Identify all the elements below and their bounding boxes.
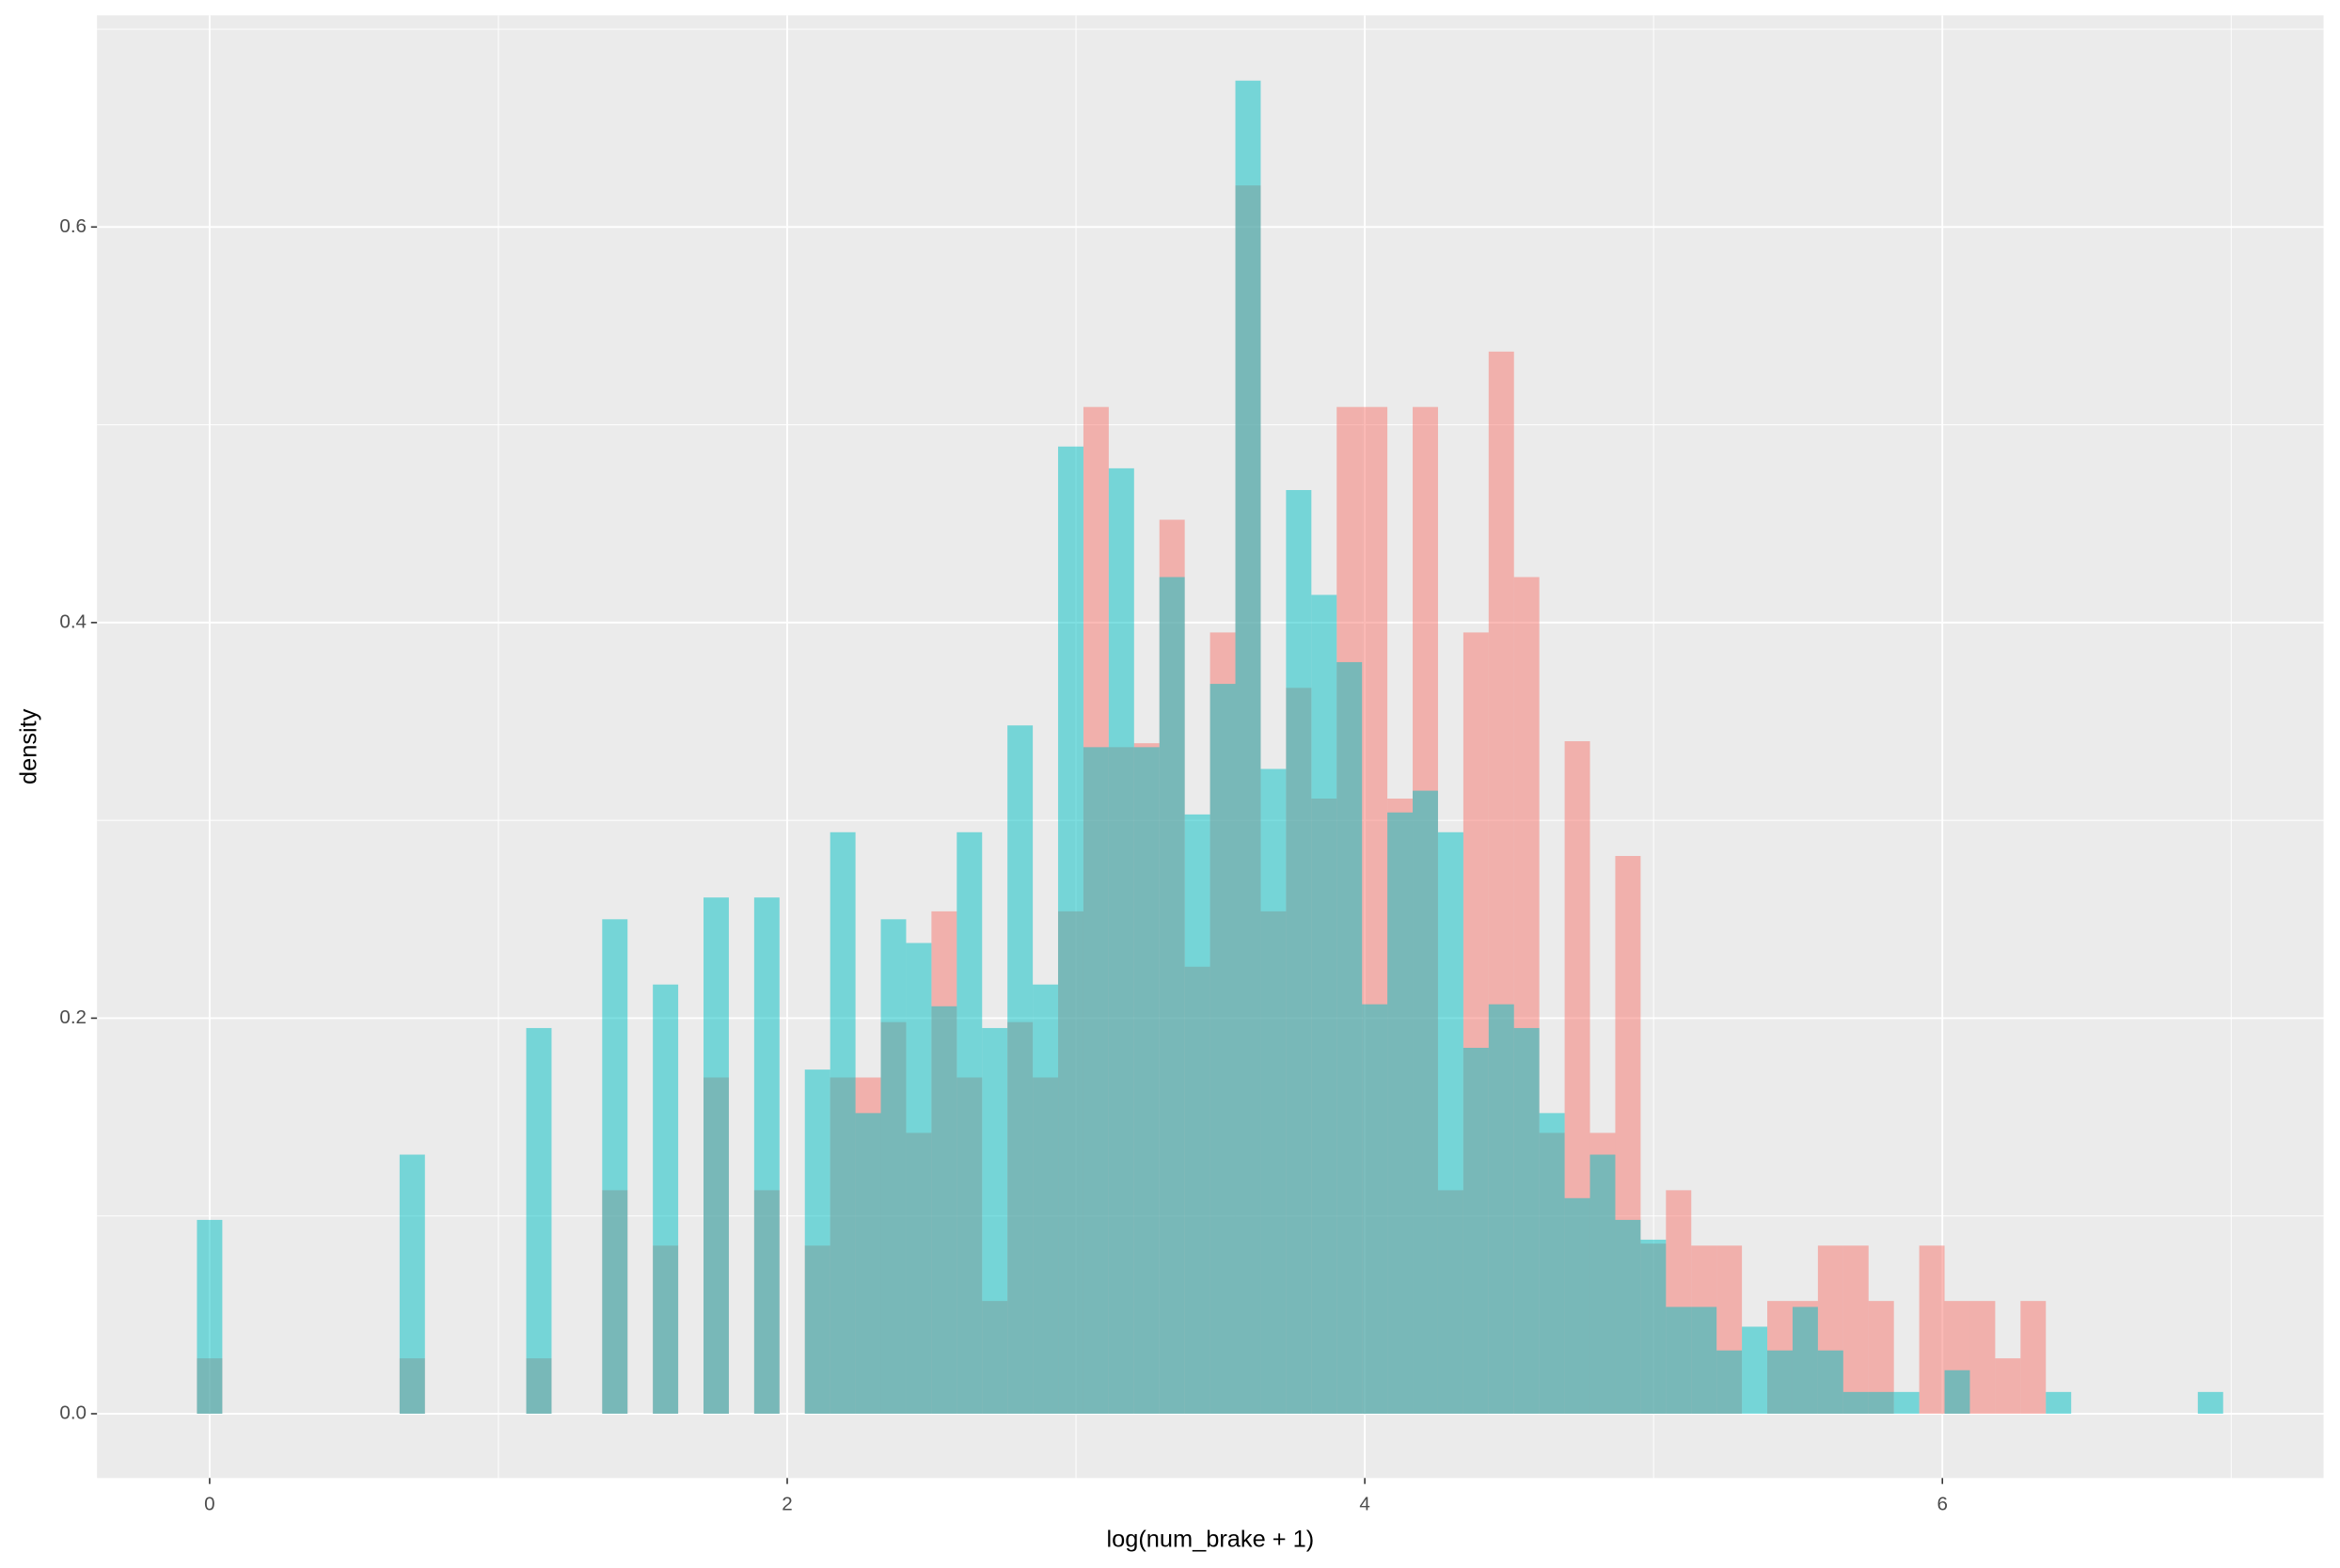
bar [830,832,856,1414]
bar [1286,489,1312,1414]
bar [1260,768,1287,1414]
bar [1691,1307,1717,1414]
bar [1615,1219,1641,1414]
bar [855,1113,881,1414]
bar [1742,1326,1768,1414]
y-tick-label: 0.6 [59,215,87,237]
bar [1944,1370,1970,1414]
bar [1210,684,1236,1414]
bar [653,984,679,1414]
bar [1893,1391,1920,1414]
bar [1842,1391,1869,1414]
bar [1969,1301,1996,1414]
bar [2197,1391,2223,1414]
bar [1311,594,1337,1414]
y-tick-label: 0.4 [59,610,87,632]
bar [1817,1350,1843,1414]
bar [1995,1358,2021,1414]
bar [1640,1239,1667,1414]
x-axis-title: log(num_brake + 1) [1106,1527,1314,1553]
bar [1462,1047,1489,1414]
y-tick-label: 0.0 [59,1402,87,1423]
bar [2020,1301,2047,1414]
bar [526,1027,552,1414]
bar [1564,1197,1590,1414]
x-tick-label: 2 [782,1493,792,1514]
bar [1159,577,1185,1414]
bar [1539,1113,1565,1414]
bar [1842,1245,1869,1414]
bar [1133,747,1160,1414]
bar [1413,790,1438,1414]
bar [1362,1004,1388,1414]
bar [399,1154,425,1414]
bar [1513,1027,1540,1414]
bar [1437,832,1463,1414]
bar [957,832,983,1414]
y-axis-title: density [15,708,41,784]
x-tick-label: 6 [1937,1493,1947,1514]
bar [197,1219,223,1414]
bar [1387,812,1414,1414]
bar [1033,984,1059,1414]
bar [1058,446,1083,1414]
bars [197,80,2223,1414]
bar [2046,1391,2072,1414]
bar [906,942,932,1414]
bar [880,919,907,1414]
bar [1792,1307,1818,1414]
bar [602,919,628,1414]
bar [1716,1350,1743,1414]
y-tick-label: 0.2 [59,1006,87,1028]
bar [1767,1350,1793,1414]
bar [1666,1307,1692,1414]
bar [1868,1391,1894,1414]
bar [804,1069,830,1414]
x-tick-label: 4 [1359,1493,1369,1514]
bar [1919,1245,1945,1414]
bar [1488,1004,1514,1414]
axes: 0 2 4 6 0.0 0.2 0.4 0.6 [59,215,1948,1515]
bar [931,1006,957,1414]
bar [1083,747,1109,1414]
bar [1108,467,1134,1414]
bar [982,1027,1008,1414]
bar [1007,725,1034,1414]
bar [1336,661,1363,1414]
bar [1589,1154,1616,1414]
bar [1235,80,1261,1414]
x-tick-label: 0 [204,1493,214,1514]
bar [704,897,729,1414]
bar [753,897,780,1414]
bar [1184,814,1210,1414]
